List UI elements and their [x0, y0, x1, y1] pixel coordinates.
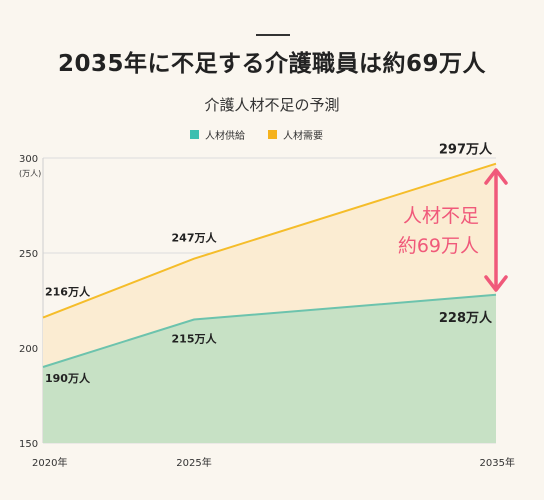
area-demand	[43, 163, 496, 367]
y-tick-300: 300	[19, 154, 38, 165]
legend-label-demand: 人材需要	[283, 129, 323, 142]
series-lines	[42, 162, 497, 368]
shortage-arrow-head-top	[484, 168, 508, 185]
shortage-arrow-head-bottom	[484, 275, 508, 292]
y-tick-labels: 150 200 250 300	[19, 154, 38, 450]
x-tick-2025: 2025年	[176, 456, 211, 469]
data-label-demand-2035: 297万人	[439, 142, 493, 158]
y-axis-unit: (万人)	[19, 169, 41, 178]
data-label-supply-2025: 215万人	[172, 332, 218, 346]
y-tick-250: 250	[19, 249, 38, 260]
y-tick-200: 200	[19, 344, 38, 355]
page-headline: 2035年に不足する介護職員は約69万人	[57, 51, 487, 77]
data-label-demand-2020: 216万人	[45, 285, 91, 299]
x-tick-2035: 2035年	[480, 456, 515, 469]
shortage-label-line2: 約69万人	[398, 235, 479, 257]
data-labels: 190万人 215万人 228万人 216万人 247万人 297万人	[45, 142, 493, 385]
legend-swatch-supply	[190, 130, 199, 139]
legend-swatch-demand	[268, 130, 277, 139]
data-label-supply-2020: 190万人	[45, 371, 91, 385]
shortage-annotation: 人材不足 約69万人	[398, 168, 508, 292]
line-supply	[42, 293, 497, 368]
title-rule	[256, 34, 290, 36]
chart-title: 介護人材不足の予測	[204, 96, 339, 114]
x-tick-labels: 2020年 2025年 2035年	[32, 456, 515, 469]
y-tick-150: 150	[19, 439, 38, 450]
legend-label-supply: 人材供給	[205, 129, 245, 142]
x-tick-2020: 2020年	[32, 456, 67, 469]
shortage-label-line1: 人材不足	[403, 205, 479, 227]
line-demand	[42, 162, 497, 319]
data-label-supply-2035: 228万人	[439, 310, 493, 326]
data-label-demand-2025: 247万人	[172, 231, 218, 245]
legend: 人材供給 人材需要	[190, 129, 323, 142]
